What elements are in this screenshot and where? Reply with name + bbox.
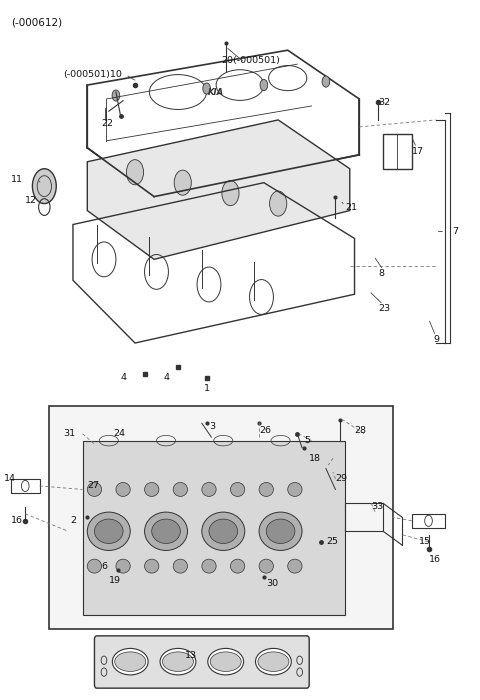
Ellipse shape [259,482,274,496]
Ellipse shape [112,648,148,675]
Text: 8: 8 [378,269,384,278]
Circle shape [260,80,268,90]
Text: 22: 22 [102,119,114,128]
Ellipse shape [255,648,291,675]
Ellipse shape [230,482,245,496]
Circle shape [222,181,239,206]
Text: 23: 23 [378,304,391,313]
Ellipse shape [87,482,102,496]
Ellipse shape [202,482,216,496]
Circle shape [203,83,210,94]
Text: 7: 7 [452,227,458,236]
Text: 19: 19 [109,575,121,584]
Ellipse shape [152,519,180,543]
Circle shape [126,160,144,185]
Text: 28: 28 [355,426,367,435]
Text: 9: 9 [433,335,439,344]
Ellipse shape [266,519,295,543]
Text: 3: 3 [209,422,215,431]
Text: 21: 21 [345,202,357,211]
Text: (-000501)10: (-000501)10 [63,70,122,79]
Ellipse shape [144,482,159,496]
Circle shape [174,170,192,195]
Ellipse shape [115,652,146,671]
Ellipse shape [209,519,238,543]
Ellipse shape [288,482,302,496]
Text: 32: 32 [378,98,391,107]
Ellipse shape [87,559,102,573]
Ellipse shape [173,559,188,573]
Text: 13: 13 [185,651,197,660]
Circle shape [322,76,330,87]
Ellipse shape [144,512,188,550]
Text: 12: 12 [25,195,37,204]
Ellipse shape [230,559,245,573]
Text: 26: 26 [259,426,271,435]
Ellipse shape [208,648,243,675]
Text: KIA: KIA [208,88,224,97]
Text: 29: 29 [336,475,348,484]
Text: 1: 1 [204,384,210,393]
Ellipse shape [258,652,289,671]
Text: 16: 16 [429,554,441,564]
Ellipse shape [144,559,159,573]
Ellipse shape [95,519,123,543]
Ellipse shape [288,559,302,573]
Ellipse shape [160,648,196,675]
Ellipse shape [173,482,188,496]
Ellipse shape [259,559,274,573]
FancyBboxPatch shape [95,636,309,688]
Ellipse shape [202,512,245,550]
Circle shape [270,191,287,216]
Text: 6: 6 [102,561,108,570]
Text: 2: 2 [71,517,77,525]
Circle shape [33,169,56,204]
Ellipse shape [202,559,216,573]
Text: 27: 27 [87,482,99,491]
Polygon shape [87,120,350,260]
Ellipse shape [210,652,241,671]
Text: 24: 24 [114,429,126,438]
Text: 25: 25 [326,537,338,546]
Text: 16: 16 [11,517,23,525]
Text: 4: 4 [120,373,126,382]
Polygon shape [83,440,345,615]
Circle shape [112,90,120,101]
Text: 15: 15 [419,537,431,546]
Text: 18: 18 [309,454,321,463]
Text: 5: 5 [304,436,311,445]
Text: (-000612): (-000612) [11,18,62,27]
Ellipse shape [116,482,130,496]
Text: 4: 4 [163,373,169,382]
Ellipse shape [259,512,302,550]
Ellipse shape [116,559,130,573]
Ellipse shape [87,512,130,550]
Bar [49,406,393,629]
Text: 11: 11 [11,175,23,183]
Text: 31: 31 [63,429,75,438]
Text: 17: 17 [412,147,424,156]
Text: 30: 30 [266,579,278,588]
Ellipse shape [162,652,193,671]
Text: 20(-000501): 20(-000501) [221,56,280,65]
Text: 14: 14 [4,475,16,484]
Text: 33: 33 [371,503,384,512]
